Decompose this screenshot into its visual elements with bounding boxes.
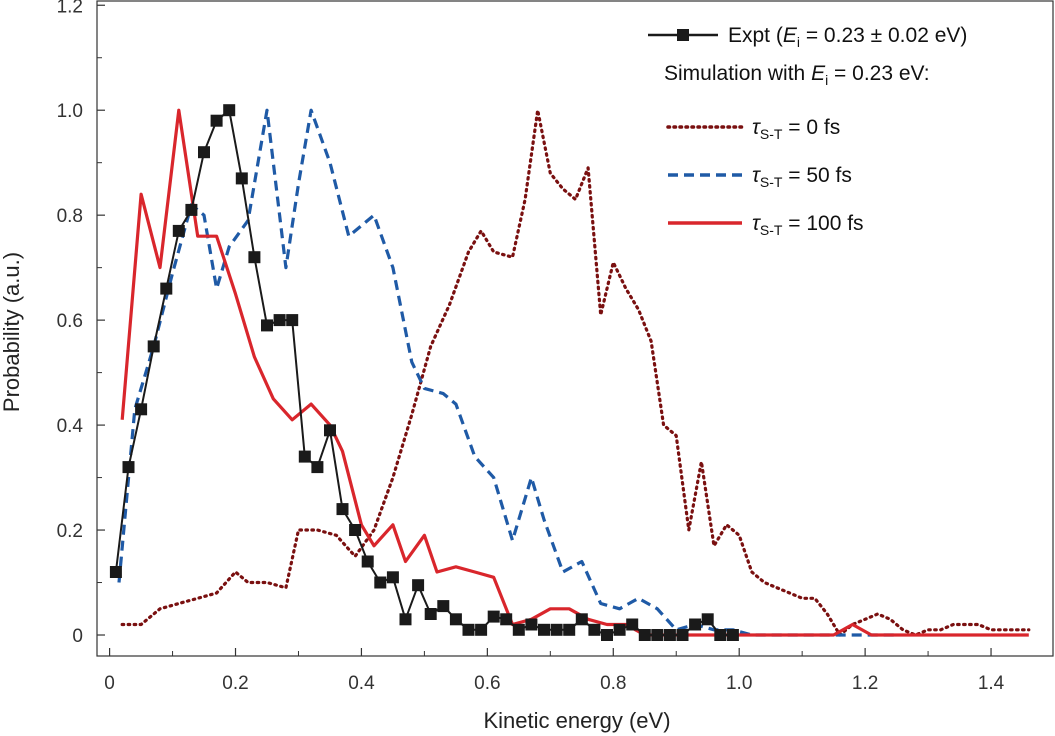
data-point-expt	[689, 618, 702, 631]
data-point-expt	[147, 340, 160, 353]
data-point-expt	[336, 503, 349, 516]
y-tick-label: 0.6	[57, 311, 83, 332]
data-point-expt	[298, 450, 311, 463]
x-tick-label: 0	[104, 673, 115, 694]
data-point-expt	[500, 613, 513, 626]
data-point-expt	[424, 608, 437, 620]
data-point-expt	[386, 571, 399, 584]
data-point-expt	[449, 613, 462, 626]
data-point-expt	[676, 629, 689, 641]
data-point-expt	[462, 623, 475, 636]
y-axis-title: Probability (a.u.)	[0, 252, 24, 412]
series-line-tau0	[120, 108, 1031, 637]
x-tick-label: 1.4	[978, 673, 1005, 694]
data-point-expt	[399, 613, 412, 626]
legend-label-tau50: τS-T = 50 fs	[752, 164, 852, 190]
data-point-expt	[273, 314, 286, 327]
data-point-expt	[638, 629, 651, 641]
series-line-tau100	[120, 108, 1029, 637]
x-tick-label: 0.6	[474, 673, 500, 694]
data-point-expt	[563, 623, 576, 636]
data-point-expt	[714, 629, 727, 641]
data-point-expt	[286, 314, 299, 327]
x-tick-label: 1.2	[852, 673, 878, 694]
data-point-expt	[248, 251, 261, 264]
legend-sim-header: Simulation with Ei = 0.23 eV:	[664, 62, 930, 88]
data-point-expt	[172, 224, 185, 237]
data-point-expt	[475, 623, 488, 636]
plot-area	[96, 0, 1054, 657]
data-point-expt	[538, 623, 550, 636]
data-point-expt	[626, 618, 639, 631]
data-point-expt	[122, 461, 135, 474]
legend: Expt (Ei = 0.23 ± 0.02 eV) Simulation wi…	[648, 24, 967, 238]
legend-label-tau0: τS-T = 0 fs	[752, 116, 840, 142]
data-point-expt	[701, 613, 714, 626]
data-point-expt	[223, 104, 236, 117]
x-tick-label: 0.4	[348, 673, 375, 694]
x-tick-label: 0.8	[600, 673, 626, 694]
legend-label-tau100: τS-T = 100 fs	[752, 212, 864, 238]
data-point-expt	[512, 623, 525, 636]
data-point-expt	[487, 610, 500, 623]
data-point-expt	[160, 282, 173, 295]
data-point-expt	[588, 623, 601, 636]
data-point-expt	[324, 424, 336, 437]
legend-label-expt: Expt (Ei = 0.23 ± 0.02 eV)	[728, 24, 967, 50]
y-tick-label: 0.8	[57, 206, 83, 227]
data-point-expt	[726, 629, 739, 641]
data-point-expt	[198, 146, 210, 159]
data-point-expt	[550, 623, 563, 636]
y-tick-label: 1.0	[57, 101, 83, 122]
data-point-expt	[311, 461, 324, 474]
data-point-expt	[261, 319, 273, 332]
data-point-expt	[613, 623, 626, 636]
data-point-expt	[210, 114, 223, 127]
data-point-expt	[374, 576, 387, 589]
data-point-expt	[525, 618, 538, 631]
x-tick-label: 1.0	[726, 673, 752, 694]
y-tick-label: 0	[72, 626, 83, 647]
data-point-expt	[109, 566, 122, 578]
data-point-expt	[575, 613, 588, 626]
y-tick-label: 0.2	[57, 521, 83, 542]
series-layer	[109, 104, 1031, 641]
axis-ticks: 0 0.2 0.4 0.6 0.8 1.0 1.2 1.4 0 0.2 0.4 0.6 0.8 1.0 1.…	[57, 0, 1005, 694]
plot-frame-border	[96, 0, 1054, 657]
data-point-expt	[235, 172, 248, 185]
legend-marker-expt	[677, 29, 689, 41]
y-tick-label: 0.4	[57, 416, 84, 437]
x-tick-label: 0.2	[222, 673, 248, 694]
data-point-expt	[135, 403, 148, 416]
data-point-expt	[412, 579, 425, 592]
data-point-expt	[437, 600, 450, 613]
data-point-expt	[651, 629, 664, 641]
y-tick-label: 1.2	[57, 0, 83, 17]
data-point-expt	[361, 555, 374, 568]
data-point-expt	[349, 524, 362, 536]
data-point-expt	[185, 203, 198, 216]
data-point-expt	[601, 629, 613, 641]
x-axis-title: Kinetic energy (eV)	[483, 708, 670, 733]
data-point-expt	[663, 629, 676, 641]
